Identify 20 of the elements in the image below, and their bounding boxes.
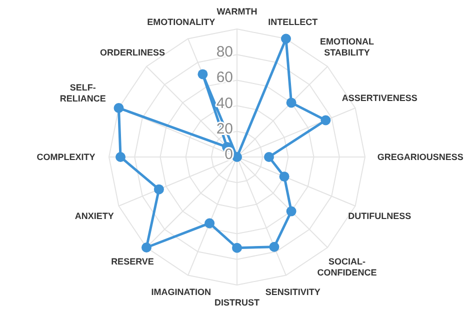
- spoke-label: INTELLECT: [268, 17, 318, 28]
- spoke-label: DISTRUST: [214, 298, 260, 308]
- spoke-label: RESERVE: [111, 256, 154, 266]
- y-tick-label: 80: [216, 44, 233, 61]
- spoke-label: ORDERLINESS: [100, 48, 166, 58]
- spoke-label: IMAGINATION: [151, 286, 212, 297]
- y-tick-label: 60: [216, 69, 233, 86]
- y-tick-label: 0: [224, 146, 233, 163]
- spoke-label: SELF-RELIANCE: [60, 82, 106, 104]
- spoke-label: ANXIETY: [74, 211, 114, 222]
- y-tick-label: 40: [216, 94, 233, 112]
- spoke-label: DUTIFULNESS: [348, 211, 412, 222]
- spoke-label: SOCIAL-CONFIDENCE: [317, 256, 377, 278]
- spoke-label: ASSERTIVENESS: [342, 92, 418, 103]
- spoke-label: WARMTH: [216, 6, 258, 16]
- spoke-label: EMOTIONALITY: [147, 17, 216, 28]
- spoke-label: EMOTIONAL STABILITY: [320, 36, 374, 58]
- spoke-label: GREGARIOUSNESS: [377, 152, 464, 162]
- spoke-label: SENSITIVITY: [265, 286, 320, 297]
- spoke-label: COMPLEXITY: [36, 152, 96, 162]
